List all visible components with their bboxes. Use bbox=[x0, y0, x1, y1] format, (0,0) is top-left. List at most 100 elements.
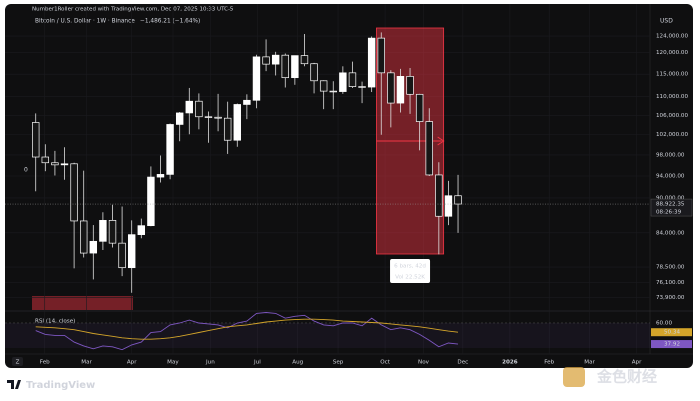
x-tick-label: Apr bbox=[632, 360, 642, 366]
candle-body bbox=[156, 174, 165, 178]
candle-body bbox=[291, 55, 299, 79]
y-tick-label: 98,000.00 bbox=[656, 152, 685, 158]
candle-body bbox=[185, 100, 193, 114]
candle-body bbox=[204, 116, 213, 118]
candle-body bbox=[367, 37, 376, 88]
candle-body bbox=[358, 86, 366, 88]
x-tick-label: Sep bbox=[333, 360, 344, 366]
candle-body bbox=[51, 162, 59, 166]
rsi-tick-label: 60.00 bbox=[656, 320, 672, 326]
y-tick-label: 73,900.00 bbox=[656, 295, 685, 301]
price-tag bbox=[650, 198, 693, 217]
candle-body bbox=[60, 163, 69, 166]
candle-body bbox=[166, 124, 174, 175]
x-tick-label: Oct bbox=[380, 360, 390, 366]
brand: TradingView bbox=[26, 380, 95, 391]
range-arrow-head bbox=[437, 136, 445, 146]
candle-body bbox=[41, 156, 50, 164]
x-tick-label: Apr bbox=[127, 360, 137, 366]
chart-layer: 124,000.00 120,000.00 115,000.00 110,000.00… bbox=[5, 4, 693, 366]
y-tick-label: 124,000.00 bbox=[656, 34, 688, 40]
candle-body bbox=[243, 99, 251, 105]
y-tick-label: 106,000.00 bbox=[656, 113, 688, 119]
change: −1,486.21 (−1.64%) bbox=[140, 19, 200, 25]
y-tick-label: 102,000.00 bbox=[656, 132, 688, 138]
price-tag-label: 88,922.35 bbox=[656, 202, 685, 208]
candle-body bbox=[223, 117, 232, 141]
credit: Number1Roller created with TradingView.c… bbox=[32, 7, 234, 13]
rsi-last-label: 37.92 bbox=[664, 342, 680, 348]
x-tick-label: May bbox=[167, 360, 179, 366]
x-tick-label: Jun bbox=[205, 360, 215, 366]
candle-body bbox=[118, 242, 126, 269]
rsi-last-label: 50.34 bbox=[664, 330, 680, 336]
watermark: 金色财经 bbox=[563, 367, 657, 387]
symbol: Bitcoin / U.S. Dollar · 1W · Binance bbox=[35, 19, 135, 25]
range-bars: 6 bars, 42d bbox=[394, 264, 426, 270]
rsi-band bbox=[5, 322, 650, 348]
range-highlight bbox=[32, 296, 133, 310]
rsi-last-tag bbox=[651, 340, 692, 349]
candle-body bbox=[99, 220, 107, 242]
candle-body bbox=[377, 37, 385, 74]
candle-body bbox=[454, 195, 462, 205]
x-tick-label: Feb bbox=[40, 360, 50, 366]
candle-body bbox=[425, 121, 433, 176]
y-tick-label: 120,000.00 bbox=[656, 50, 688, 56]
candle-body bbox=[329, 90, 337, 93]
left-marker: 0 bbox=[24, 167, 28, 174]
rsi-last-tag bbox=[651, 328, 692, 337]
candle-body bbox=[444, 195, 453, 217]
candle-body bbox=[310, 63, 318, 82]
currency: USD bbox=[660, 18, 673, 25]
x-tick-label: 2026 bbox=[502, 360, 518, 366]
candle-body bbox=[79, 220, 88, 254]
candle-body bbox=[175, 112, 184, 125]
candle-body bbox=[300, 55, 309, 65]
candle-body bbox=[214, 116, 222, 119]
y-tick-label: 78,500.00 bbox=[656, 265, 685, 271]
rsi-line bbox=[35, 312, 459, 351]
range-tooltip bbox=[390, 259, 431, 283]
watermark-text: 金色财经 bbox=[596, 368, 657, 386]
candle-body bbox=[108, 220, 117, 244]
candle-body bbox=[147, 176, 155, 227]
candle-body bbox=[396, 75, 405, 104]
y-tick-label: 115,000.00 bbox=[656, 72, 688, 78]
range-volume: Vol 22.52K bbox=[395, 275, 425, 281]
x-tick-label: Mar bbox=[584, 360, 595, 366]
x-tick-label: Jul bbox=[253, 360, 261, 366]
candle-body bbox=[262, 56, 270, 65]
candle-body bbox=[348, 72, 357, 87]
candle-body bbox=[281, 54, 289, 79]
x-tick-label: Mar bbox=[81, 360, 92, 366]
x-tick-label: Dec bbox=[457, 360, 468, 366]
candle-body bbox=[127, 234, 136, 269]
candle-body bbox=[70, 163, 78, 222]
candle-body bbox=[319, 80, 328, 92]
y-tick-label: 110,000.00 bbox=[656, 94, 688, 100]
x-tick-label: Aug bbox=[292, 360, 303, 366]
chart-card bbox=[5, 4, 693, 368]
zoom-label[interactable]: Z bbox=[16, 360, 20, 366]
countdown: 08:26:39 bbox=[656, 210, 682, 216]
y-tick-label: 90,000.00 bbox=[656, 195, 685, 201]
candle-body bbox=[435, 174, 443, 217]
candle-body bbox=[233, 104, 241, 141]
zoom-button[interactable] bbox=[12, 357, 23, 366]
candle-body bbox=[32, 122, 40, 158]
tradingview-logo: TradingView bbox=[7, 380, 95, 391]
x-tick-label: Nov bbox=[418, 360, 430, 366]
candle-body bbox=[415, 93, 424, 122]
candle-body bbox=[406, 75, 414, 95]
candle-body bbox=[89, 240, 98, 254]
candle-body bbox=[387, 72, 395, 104]
rsi-line bbox=[35, 318, 459, 340]
y-tick-label: 76,100.00 bbox=[656, 280, 685, 286]
candle-body bbox=[137, 225, 146, 235]
candle-body bbox=[271, 54, 280, 65]
y-tick-label: 84,000.00 bbox=[656, 230, 685, 236]
candle-body bbox=[252, 56, 261, 101]
y-tick-label: 94,000.00 bbox=[656, 174, 685, 180]
